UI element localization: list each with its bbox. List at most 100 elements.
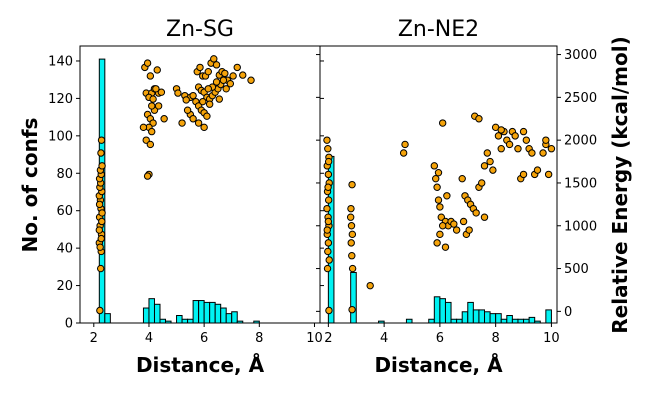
histogram-bar: [450, 318, 458, 324]
scatter-point: [95, 226, 104, 234]
scatter-point: [196, 63, 204, 72]
scatter-point: [148, 127, 156, 136]
right-panel: 2 4 6 8 10 0 500 1000 1500 2000 2500 3000 Zn-NE2 D…: [316, 17, 597, 377]
scatter-point: [346, 213, 355, 221]
scatter-point: [528, 149, 536, 157]
histogram-bar: [214, 303, 222, 324]
scatter-point: [399, 149, 408, 157]
histogram-bar: [142, 307, 150, 324]
scatter-point: [441, 243, 450, 251]
energy-tick-label: 500: [564, 262, 589, 277]
left-y-axis: 0 20 40 60 80 100 120 140: [48, 54, 324, 332]
scatter-point: [323, 204, 331, 213]
scatter-point: [348, 305, 356, 314]
scatter-point: [146, 72, 155, 80]
x-tick-label: 6: [436, 331, 444, 346]
y-tick-label: 40: [56, 242, 73, 257]
y-tick-label: 20: [56, 279, 73, 294]
scatter-point: [478, 179, 486, 187]
scatter-point: [348, 230, 357, 239]
scatter-point: [222, 85, 230, 93]
scatter-point: [519, 127, 528, 136]
histogram-bar: [209, 301, 216, 324]
y-tick-label: 0: [65, 317, 73, 332]
scatter-point: [323, 136, 331, 144]
scatter-point: [154, 102, 163, 110]
scatter-point: [483, 149, 491, 157]
scatter-point: [210, 55, 218, 63]
scatter-point: [325, 256, 333, 264]
scatter-point: [143, 59, 152, 67]
scatter-point: [348, 180, 356, 189]
left-x-axis: 2 4 6 8 10: [90, 323, 323, 346]
histogram-bar: [456, 318, 463, 324]
scatter-point: [489, 166, 497, 174]
scatter-point: [149, 95, 157, 103]
histogram-bar: [506, 315, 513, 324]
scatter-point: [465, 226, 473, 234]
scatter-point: [199, 97, 207, 106]
scatter-point: [98, 217, 106, 226]
histogram-bar: [528, 316, 536, 324]
scatter-point: [212, 61, 221, 69]
scatter-point: [323, 226, 331, 234]
energy-tick-label: 2000: [564, 134, 597, 149]
energy-tick-label: 3000: [564, 48, 597, 63]
histogram-bar: [467, 301, 474, 324]
histogram-bar: [405, 318, 413, 324]
scatter-point: [486, 157, 494, 166]
scatter-point: [432, 174, 440, 183]
histogram-bar: [433, 296, 441, 324]
scatter-point: [438, 119, 447, 127]
scatter-point: [497, 126, 505, 134]
scatter-point: [433, 239, 441, 247]
scatter-point: [204, 67, 212, 76]
scatter-point: [204, 85, 212, 93]
scatter-point: [458, 174, 466, 183]
scatter-point: [215, 95, 224, 103]
y-axis-label-right: Relative Energy (kcal/mol): [608, 36, 632, 333]
scatter-point: [497, 145, 505, 153]
y-tick-label: 80: [56, 167, 73, 182]
scatter-point: [452, 226, 461, 234]
histogram-bar: [478, 309, 486, 324]
right-energy-axis: 0 500 1000 1500 2000 2500 3000: [316, 48, 597, 320]
scatter-point: [239, 71, 247, 79]
left-panel: 2 4 6 8 10 0 20 40 60 80 100 120 140 Zn-SG Distance…: [48, 17, 324, 377]
right-plot-frame: [319, 45, 558, 324]
scatter-point: [436, 230, 444, 239]
scatter-point: [436, 203, 444, 211]
x-tick-label: 2: [90, 331, 98, 346]
energy-tick-label: 2500: [564, 91, 597, 106]
histogram-bar: [523, 318, 530, 324]
scatter-point: [148, 102, 156, 110]
scatter-point: [152, 85, 160, 93]
histogram-bar: [517, 318, 525, 324]
histogram-bar: [220, 307, 227, 324]
histogram-bar: [461, 311, 469, 324]
scatter-point: [96, 306, 104, 315]
scatter-point: [450, 220, 458, 228]
scatter-point: [434, 196, 443, 204]
histogram-bar: [428, 318, 435, 324]
histogram-bar: [439, 298, 446, 324]
histogram-bar: [511, 318, 519, 324]
y-tick-label: 140: [48, 54, 73, 69]
scatter-point: [347, 204, 355, 213]
scatter-point: [494, 132, 503, 140]
scatter-point: [96, 243, 104, 251]
scatter-point: [348, 252, 356, 260]
scatter-point: [139, 123, 148, 132]
y-tick-label: 120: [48, 92, 73, 107]
scatter-point: [433, 183, 441, 191]
scatter-point: [401, 140, 409, 149]
scatter-point: [97, 149, 105, 157]
scatter-point: [430, 162, 439, 170]
scatter-point: [229, 72, 237, 80]
scatter-point: [475, 115, 483, 123]
energy-tick-label: 1000: [564, 219, 597, 234]
scatter-point: [459, 217, 468, 226]
scatter-point: [348, 264, 357, 273]
scatter-point: [146, 140, 155, 149]
histogram-bar: [495, 313, 502, 324]
